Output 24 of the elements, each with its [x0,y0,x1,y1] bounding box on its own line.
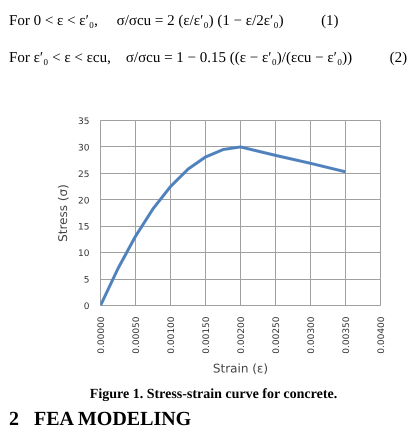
x-tick-label: 0.00300 [307,316,317,354]
y-tick-label: 30 [78,143,90,154]
text: For 0 < ε < ε′₀, σ/σcu = 2 (ε/ε′₀) (1 − ε/2ε′₀) (1) [9,12,340,31]
x-axis-title: Strain (ε) [212,362,268,376]
x-tick-label: 0.00150 [202,316,212,354]
x-tick-label: 0.00400 [377,316,387,354]
line-series [100,145,347,306]
x-tick-label: 0.00350 [342,316,352,354]
y-tick-label: 20 [78,196,90,206]
y-tick-label: 10 [78,249,90,260]
x-tick-label: 0.00100 [167,316,177,354]
text: 2 FEA MODELING [9,407,192,432]
x-tick-label: 0.00250 [272,316,282,354]
x-tick-label: 0.00200 [237,316,247,354]
y-axis-title: Stress (σ) [56,184,70,242]
y-tick-label: 15 [78,222,90,233]
y-tick-label: 5 [84,276,90,286]
text: For ε′₀ < ε < εcu, σ/σcu = 1 − 0.15 ((ε − ε′₀)/(εcu − ε′₀)) (2) [9,49,408,68]
y-tick-label: 35 [78,117,90,127]
text: Figure 1. Stress-strain curve for concrete. [88,386,338,404]
y-tick-label: 0 [84,302,90,312]
x-tick-label: 0.00000 [97,316,107,354]
y-tick-label: 25 [78,170,90,180]
x-tick-label: 0.00050 [132,316,142,354]
